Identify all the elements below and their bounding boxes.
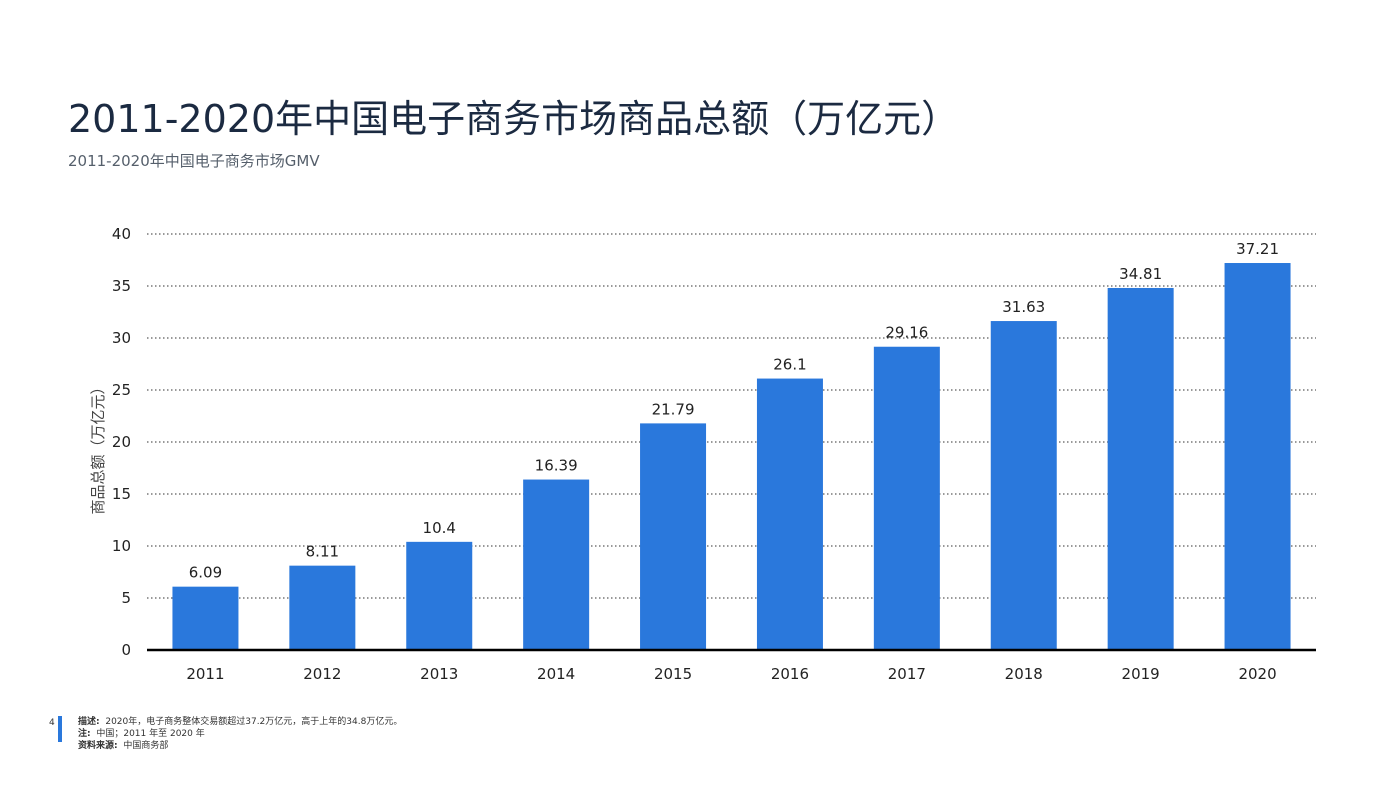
page-title: 2011-2020年中国电子商务市场商品总额（万亿元）: [68, 97, 960, 141]
footer-notes: 描述: 2020年，电子商务整体交易额超过37.2万亿元，高于上年的34.8万亿…: [58, 716, 402, 752]
y-tick-label: 0: [121, 641, 131, 659]
data-label: 6.09: [189, 564, 222, 582]
x-tick-label: 2013: [420, 665, 458, 683]
footer-accent-bar: [58, 716, 62, 742]
bar: [990, 321, 1057, 650]
bar: [172, 586, 239, 650]
data-label: 34.81: [1119, 265, 1162, 283]
data-label: 8.11: [306, 543, 339, 561]
y-tick-label: 25: [112, 381, 131, 399]
data-label: 21.79: [652, 400, 695, 418]
footer-description: 描述: 2020年，电子商务整体交易额超过37.2万亿元，高于上年的34.8万亿…: [78, 717, 403, 727]
data-label: 31.63: [1002, 298, 1045, 316]
x-tick-label: 2016: [771, 665, 809, 683]
data-label: 29.16: [885, 324, 928, 342]
y-tick-label: 15: [112, 485, 131, 503]
y-tick-label: 5: [121, 589, 131, 607]
x-tick-label: 2018: [1005, 665, 1043, 683]
data-labels: 6.09 8.11 10.4 16.39 21.79 26.1 29.16 31.63 34.8…: [189, 240, 1279, 582]
bars: [172, 263, 1291, 650]
x-tick-label: 2020: [1238, 665, 1276, 683]
bar: [289, 565, 356, 650]
bar: [406, 541, 473, 650]
y-tick-label: 40: [112, 225, 131, 243]
data-label: 16.39: [535, 457, 578, 475]
x-tick-label: 2017: [888, 665, 926, 683]
footer-note: 注: 中国；2011 年至 2020 年: [78, 729, 205, 739]
page-number: 4: [49, 718, 55, 728]
y-tick-label: 30: [112, 329, 131, 347]
bar: [756, 378, 823, 650]
bar: [1224, 263, 1291, 650]
y-tick-label: 35: [112, 277, 131, 295]
data-label: 10.4: [423, 519, 456, 537]
footer-source: 资料来源: 中国商务部: [78, 741, 169, 751]
y-axis-label: 商品总额（万亿元）: [89, 379, 107, 514]
y-tick-labels: 0 5 10 15 20 25 30 35 40: [112, 225, 131, 659]
page-subtitle: 2011-2020年中国电子商务市场GMV: [68, 152, 320, 170]
x-tick-labels: 2011 2012 2013 2014 2015 2016 2017 2018 2019 2020: [186, 665, 1276, 683]
y-tick-label: 20: [112, 433, 131, 451]
bar: [873, 346, 940, 650]
grid-lines: [147, 233, 1316, 599]
x-tick-label: 2011: [186, 665, 224, 683]
x-tick-label: 2012: [303, 665, 341, 683]
bar: [640, 423, 707, 650]
x-tick-label: 2019: [1122, 665, 1160, 683]
data-label: 26.1: [773, 356, 806, 374]
data-label: 37.21: [1236, 240, 1279, 258]
y-tick-label: 10: [112, 537, 131, 555]
x-tick-label: 2015: [654, 665, 692, 683]
x-tick-label: 2014: [537, 665, 575, 683]
bar: [523, 479, 590, 650]
bar: [1107, 287, 1174, 650]
